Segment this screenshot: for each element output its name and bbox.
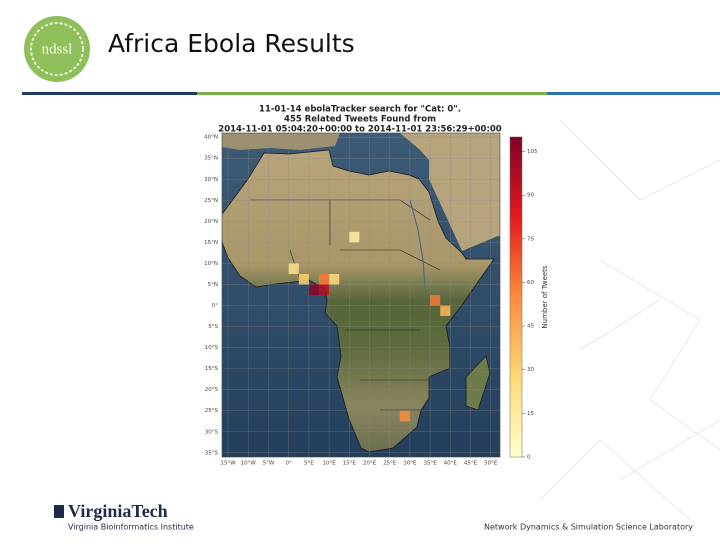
slide-title: Africa Ebola Results bbox=[108, 29, 355, 58]
logo-text: ndssl bbox=[42, 41, 73, 57]
footer-org: VirginiaTech bbox=[68, 501, 168, 521]
y-tick-label: 35°S bbox=[205, 450, 219, 456]
colorbar: 0 15 30 45 60 75 90 105 bbox=[509, 136, 538, 461]
y-tick-label: 35°N bbox=[204, 156, 218, 162]
nile bbox=[409, 199, 427, 301]
y-tick-label: 10°S bbox=[205, 345, 219, 351]
header-rule bbox=[197, 92, 547, 95]
heat-cell bbox=[298, 273, 309, 285]
y-tick-label: 25°S bbox=[205, 408, 219, 414]
x-tick-label: 5°E bbox=[304, 461, 314, 467]
colorbar-tick-label: 45 bbox=[527, 324, 534, 330]
x-tick-label: 0° bbox=[286, 461, 292, 467]
header-rule bbox=[547, 92, 720, 95]
heat-cell bbox=[318, 284, 330, 295]
logo bbox=[24, 16, 90, 82]
x-tick-label: 15°E bbox=[343, 461, 357, 467]
colorbar-tick-label: 105 bbox=[527, 149, 538, 155]
grid bbox=[222, 133, 500, 457]
logo-ring bbox=[30, 22, 84, 76]
map bbox=[222, 133, 500, 457]
heat-cell bbox=[440, 305, 451, 317]
colorbar-bar bbox=[509, 136, 523, 458]
x-tick-label: 45°E bbox=[464, 461, 478, 467]
y-tick-label: 25°N bbox=[204, 198, 218, 204]
y-tick-label: 15°S bbox=[205, 366, 219, 372]
madagascar bbox=[465, 355, 491, 411]
axes: 15°W 10°W 5°W 0° 5°E 10°E 15°E 20°E 25°E 30°E 35°E… bbox=[204, 135, 498, 467]
colorbar-tick-label: 60 bbox=[527, 280, 534, 286]
plot-frame bbox=[221, 132, 501, 458]
x-tick-label: 10°W bbox=[241, 461, 257, 467]
colorbar-tick-label: 30 bbox=[527, 367, 534, 373]
x-tick-label: 40°E bbox=[444, 461, 458, 467]
heat-cell bbox=[329, 273, 340, 285]
x-tick-label: 30°E bbox=[403, 461, 417, 467]
y-tick-label: 5°S bbox=[208, 324, 218, 330]
heat-cell bbox=[430, 295, 441, 306]
europe bbox=[222, 133, 340, 150]
heat-cell bbox=[349, 231, 360, 243]
y-tick-label: 30°N bbox=[204, 177, 218, 183]
network-decoration bbox=[539, 119, 720, 521]
x-tick-label: 15°W bbox=[220, 461, 236, 467]
footer-lab: Network Dynamics & Simulation Science La… bbox=[484, 523, 693, 532]
y-tick-label: 40°N bbox=[204, 135, 218, 141]
colorbar-tick-label: 75 bbox=[527, 236, 534, 242]
x-tick-label: 35°E bbox=[423, 461, 437, 467]
y-tick-label: 20°N bbox=[204, 219, 218, 225]
map-subtitle: 455 Related Tweets Found from bbox=[284, 115, 436, 125]
x-tick-label: 20°E bbox=[363, 461, 377, 467]
y-tick-label: 30°S bbox=[205, 429, 219, 435]
map-title: 11-01-14 ebolaTracker search for "Cat: 0… bbox=[259, 105, 461, 115]
x-tick-label: 10°E bbox=[322, 461, 336, 467]
y-tick-label: 15°N bbox=[204, 240, 218, 246]
x-tick-label: 5°W bbox=[263, 461, 275, 467]
map-subtitle: 2014-11-01 05:04:20+00:00 to 2014-11-01 … bbox=[218, 125, 501, 135]
y-tick-label: 0° bbox=[212, 303, 218, 309]
heat-cell bbox=[399, 410, 410, 422]
header-rule bbox=[22, 92, 197, 95]
heat-cells bbox=[288, 231, 451, 422]
x-tick-label: 50°E bbox=[484, 461, 498, 467]
colorbar-label: Number of Tweets bbox=[541, 265, 549, 329]
colorbar-tick-label: 90 bbox=[527, 193, 534, 199]
heat-cell bbox=[318, 273, 330, 285]
heat-cell bbox=[288, 263, 299, 274]
y-tick-label: 20°S bbox=[205, 387, 219, 393]
colorbar-tick-label: 0 bbox=[527, 455, 531, 461]
y-tick-label: 5°N bbox=[208, 282, 218, 288]
y-tick-label: 10°N bbox=[204, 261, 218, 267]
colorbar-tick-label: 15 bbox=[527, 411, 534, 417]
heat-cell bbox=[308, 284, 319, 295]
footer-institute: Virginia Bioinformatics Institute bbox=[68, 523, 194, 532]
vt-mark bbox=[54, 505, 64, 518]
x-tick-label: 25°E bbox=[383, 461, 397, 467]
